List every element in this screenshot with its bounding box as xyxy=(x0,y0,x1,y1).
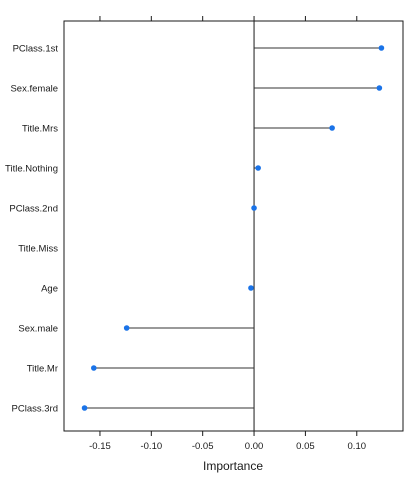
x-tick-label: -0.15 xyxy=(89,441,111,452)
lollipop-point xyxy=(329,125,335,131)
lollipop-point xyxy=(81,405,88,411)
lollipop-stems xyxy=(84,47,382,409)
x-tick-label: 0.00 xyxy=(245,441,264,452)
bottom-axis-ticks: -0.15 -0.10 -0.05 0.00 0.05 0.10 xyxy=(89,431,366,452)
x-tick-label: 0.05 xyxy=(296,441,315,452)
plot-frame xyxy=(63,20,404,432)
lollipop-point xyxy=(248,285,254,291)
lollipop-point xyxy=(376,85,383,91)
category-label: Title.Nothing xyxy=(5,164,58,175)
category-label: PClass.2nd xyxy=(9,204,58,215)
category-label: Age xyxy=(41,284,58,295)
top-axis-ticks xyxy=(99,16,358,21)
x-tick-label: -0.10 xyxy=(140,441,162,452)
category-label: PClass.3rd xyxy=(12,404,58,415)
category-label: Title.Mr xyxy=(27,364,58,375)
category-label: PClass.1st xyxy=(13,44,59,55)
lollipop-point xyxy=(123,325,130,331)
x-tick-label: -0.05 xyxy=(192,441,214,452)
category-labels: PClass.1st Sex.female Title.Mrs Title.Nothi… xyxy=(5,44,58,415)
category-label: Sex.female xyxy=(10,84,58,95)
category-label: Sex.male xyxy=(18,324,58,335)
lollipop-point xyxy=(255,165,261,171)
lollipop-point xyxy=(251,205,257,211)
lollipop-point xyxy=(90,365,97,371)
x-tick-label: 0.10 xyxy=(348,441,367,452)
category-label: Title.Miss xyxy=(18,244,58,255)
lollipop-points xyxy=(81,45,385,411)
category-label: Title.Mrs xyxy=(22,124,58,135)
lollipop-point xyxy=(378,45,385,51)
x-axis-title: Importance xyxy=(203,459,263,473)
